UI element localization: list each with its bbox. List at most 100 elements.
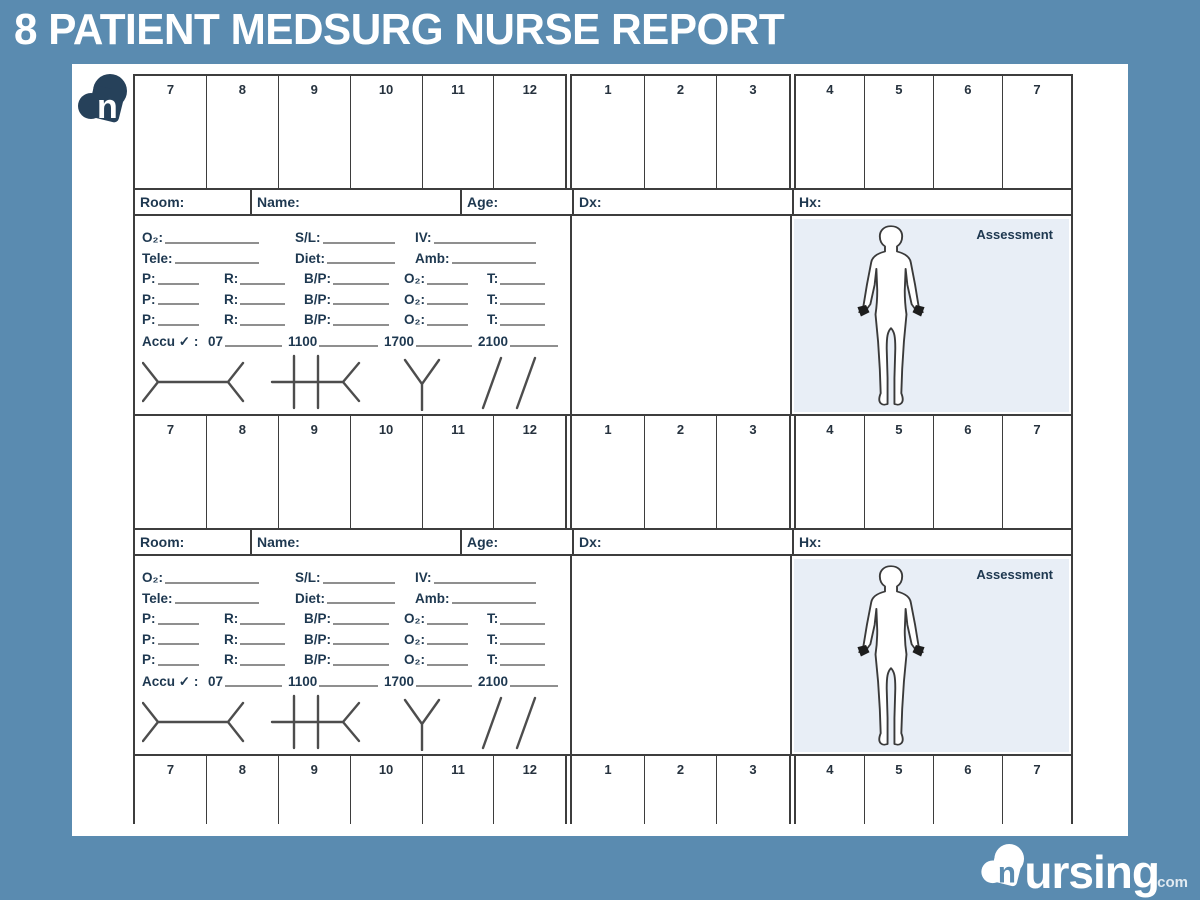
blank-line bbox=[427, 643, 468, 645]
logo-letter: n bbox=[998, 856, 1016, 889]
body-diagram bbox=[857, 565, 925, 746]
blank-line bbox=[451, 262, 536, 264]
hour-label: 6 bbox=[964, 82, 972, 97]
blank-line bbox=[416, 685, 472, 687]
hour-cell: 6 bbox=[932, 756, 1002, 824]
blank-line bbox=[157, 622, 199, 625]
vitals-field-label: Tele: bbox=[142, 250, 173, 266]
dx-field: Dx: bbox=[572, 530, 792, 554]
blank-line bbox=[240, 303, 285, 305]
vitals-field-label: IV: bbox=[415, 230, 432, 245]
hour-cell: 5 bbox=[863, 416, 933, 528]
accu-time-field: 1100 bbox=[288, 674, 378, 689]
patient-detail-row: O₂: S/L: IV: Tele: Diet: Amb: P: R: B/P: O₂: T: P: R… bbox=[133, 214, 1073, 416]
room-label: Room: bbox=[140, 534, 185, 550]
vital-sign-label: P: bbox=[142, 271, 156, 286]
vitals-field: O₂: bbox=[142, 571, 259, 585]
vital-sign-field: B/P: bbox=[304, 653, 389, 667]
hour-cell: 7 bbox=[1001, 76, 1071, 188]
blank-line bbox=[433, 241, 536, 244]
hour-label: 3 bbox=[749, 422, 757, 437]
hour-label: 10 bbox=[378, 82, 394, 97]
vitals-field-label: S/L: bbox=[295, 230, 321, 245]
hour-label: 4 bbox=[826, 762, 834, 777]
accu-time-field: 1100 bbox=[288, 334, 378, 349]
blank-line bbox=[500, 303, 545, 305]
vital-sign-label: P: bbox=[142, 312, 156, 327]
hour-label: 1 bbox=[604, 422, 612, 437]
vital-sign-field: P: bbox=[142, 272, 199, 286]
hour-label: 10 bbox=[378, 762, 394, 777]
blank-line bbox=[240, 622, 285, 625]
hour-label: 9 bbox=[310, 762, 318, 777]
accu-time-label: 2100 bbox=[478, 333, 509, 349]
accu-check-row: Accu ✓ : 07 1100 1700 2100 bbox=[142, 668, 563, 689]
hour-cell: 9 bbox=[277, 416, 350, 528]
right-hand-marker bbox=[912, 304, 925, 317]
blank-line bbox=[500, 643, 545, 645]
vitals-field: Diet: bbox=[295, 251, 395, 266]
hx-notes-cell: Assessment bbox=[790, 556, 1071, 754]
blank-line bbox=[433, 581, 536, 584]
blank-line bbox=[157, 303, 199, 305]
page-title: 8 PATIENT MEDSURG NURSE REPORT bbox=[14, 5, 785, 54]
vital-sign-label: B/P: bbox=[304, 312, 331, 327]
hour-cell: 1 bbox=[572, 76, 644, 188]
hour-row: 7 8 9 10 11 12 1 2 3 4 5 6 7 bbox=[133, 414, 1073, 530]
vitals-field-label: Amb: bbox=[415, 250, 450, 266]
vital-sign-label: P: bbox=[142, 652, 156, 667]
vital-sign-field: P: bbox=[142, 313, 199, 327]
hour-label: 11 bbox=[451, 762, 465, 777]
body-diagram bbox=[857, 225, 925, 406]
hour-label: 8 bbox=[238, 422, 246, 437]
vital-sign-label: O₂: bbox=[404, 611, 425, 626]
vitals-field-label: Amb: bbox=[415, 590, 450, 606]
vital-signs-row: P: R: B/P: O₂: T: bbox=[142, 306, 563, 327]
blank-line bbox=[333, 282, 389, 285]
blank-line bbox=[427, 303, 468, 305]
hour-group: 7 8 9 10 11 12 bbox=[133, 754, 568, 824]
room-field: Room: bbox=[135, 530, 250, 554]
report-sheet: n 7 8 9 10 11 12 1 2 3 4 5 6 7 Room: Name: Age: Dx: … bbox=[72, 64, 1128, 836]
hour-label: 12 bbox=[522, 82, 538, 97]
blank-line bbox=[451, 602, 536, 604]
hour-cell: 3 bbox=[716, 76, 789, 188]
accu-time-field: 07 bbox=[208, 334, 282, 349]
patient-block: 7 8 9 10 11 12 1 2 3 4 5 6 7 Room: Name: Age: Dx: Hx… bbox=[133, 414, 1073, 756]
blank-line bbox=[157, 282, 199, 285]
hour-label: 5 bbox=[895, 82, 903, 97]
hour-label: 5 bbox=[895, 762, 903, 777]
blank-line bbox=[510, 685, 558, 687]
hour-cell: 11 bbox=[421, 76, 494, 188]
hour-label: 3 bbox=[749, 762, 757, 777]
vital-sign-label: P: bbox=[142, 611, 156, 626]
accu-time-label: 1700 bbox=[384, 333, 415, 349]
room-label: Room: bbox=[140, 194, 185, 210]
hour-label: 2 bbox=[676, 762, 685, 777]
vital-sign-label: O₂: bbox=[404, 631, 425, 647]
hour-cell: 8 bbox=[205, 76, 278, 188]
vitals-field: Tele: bbox=[142, 591, 259, 606]
hour-cell: 2 bbox=[643, 416, 717, 528]
hour-label: 8 bbox=[238, 82, 246, 97]
vital-sign-label: B/P: bbox=[304, 611, 331, 626]
hour-cell: 7 bbox=[1001, 756, 1071, 824]
nursing-com-logo: n ursing .com bbox=[981, 844, 1188, 895]
vitals-row: Tele: Diet: Amb: bbox=[142, 245, 563, 266]
patient-info-row: Room: Name: Age: Dx: Hx: bbox=[133, 188, 1073, 216]
vital-sign-field: T: bbox=[487, 653, 545, 667]
blank-line bbox=[427, 323, 468, 326]
blank-line bbox=[319, 345, 378, 347]
hour-cell: 10 bbox=[349, 756, 422, 824]
vital-sign-label: R: bbox=[224, 611, 239, 626]
hour-cell: 11 bbox=[421, 416, 494, 528]
patient-block-partial: 7 8 9 10 11 12 1 2 3 4 5 6 7 bbox=[133, 754, 1073, 824]
vitals-row: O₂: S/L: IV: bbox=[142, 564, 563, 585]
vital-sign-field: O₂: bbox=[404, 612, 468, 626]
vital-signs-row: P: R: B/P: O₂: T: bbox=[142, 646, 563, 667]
vital-sign-field: T: bbox=[487, 632, 545, 647]
vital-sign-field: T: bbox=[487, 292, 545, 307]
hour-cell: 5 bbox=[863, 756, 933, 824]
blank-line bbox=[174, 262, 259, 264]
hx-notes-cell: Assessment bbox=[790, 216, 1071, 414]
